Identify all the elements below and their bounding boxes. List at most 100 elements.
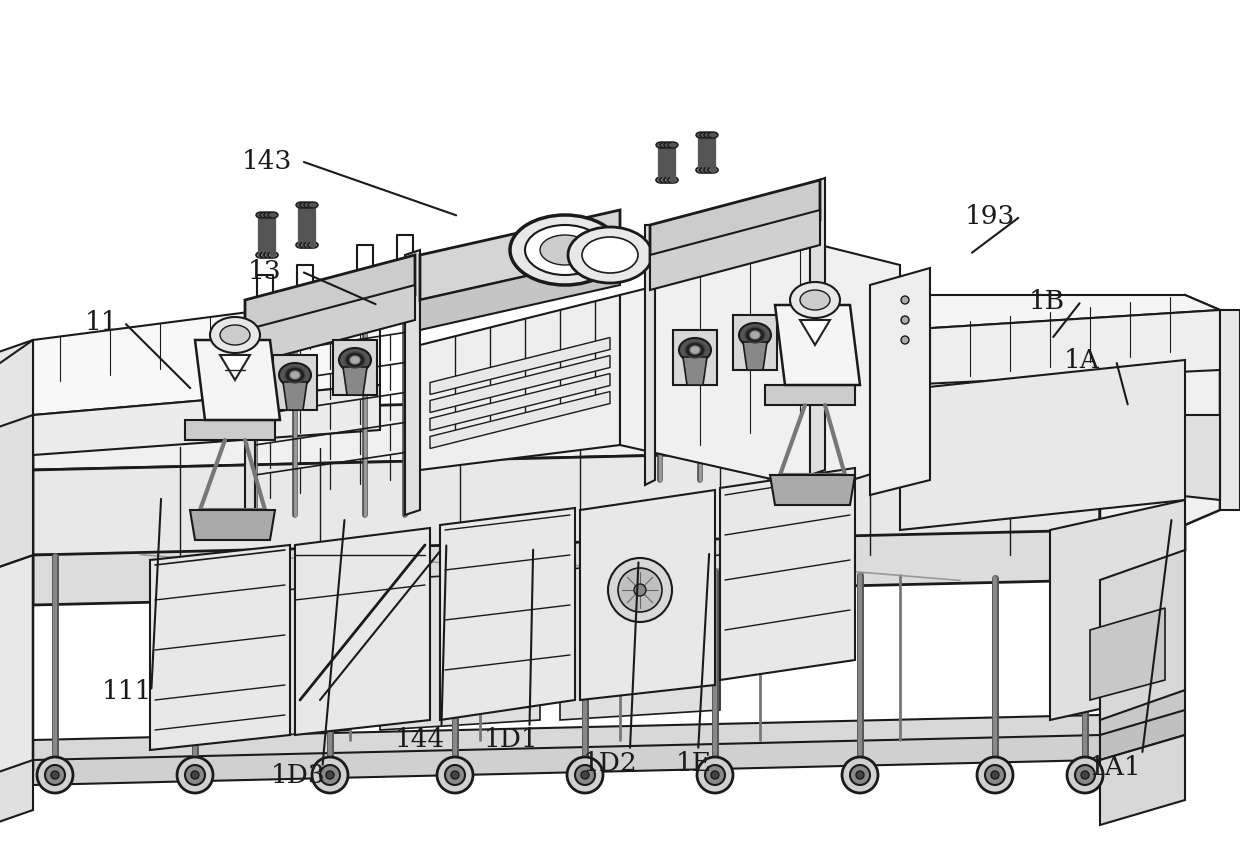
Circle shape <box>185 765 205 785</box>
Text: 193: 193 <box>965 204 1016 229</box>
Ellipse shape <box>260 252 270 258</box>
Polygon shape <box>440 508 575 720</box>
Text: 143: 143 <box>242 148 293 174</box>
Ellipse shape <box>696 132 706 138</box>
Circle shape <box>711 771 719 779</box>
Polygon shape <box>33 715 1100 770</box>
Ellipse shape <box>260 212 270 218</box>
Polygon shape <box>420 210 620 300</box>
Polygon shape <box>0 340 33 490</box>
Ellipse shape <box>696 167 706 173</box>
Polygon shape <box>246 255 415 340</box>
Polygon shape <box>33 385 1185 470</box>
Ellipse shape <box>680 338 711 362</box>
Polygon shape <box>150 585 350 745</box>
Polygon shape <box>379 570 539 730</box>
Ellipse shape <box>708 132 718 138</box>
Ellipse shape <box>701 132 711 138</box>
Ellipse shape <box>285 367 305 383</box>
Circle shape <box>51 771 60 779</box>
Ellipse shape <box>308 242 317 248</box>
Ellipse shape <box>708 167 718 173</box>
Polygon shape <box>1100 735 1185 825</box>
Circle shape <box>842 757 878 793</box>
Polygon shape <box>30 415 1210 810</box>
Polygon shape <box>1100 355 1220 555</box>
Circle shape <box>575 765 595 785</box>
Polygon shape <box>765 385 856 405</box>
Polygon shape <box>620 245 900 490</box>
Polygon shape <box>420 255 620 330</box>
Polygon shape <box>33 295 379 415</box>
Circle shape <box>901 316 909 324</box>
Circle shape <box>191 771 198 779</box>
Polygon shape <box>900 360 1185 530</box>
Ellipse shape <box>255 212 267 218</box>
Circle shape <box>451 771 459 779</box>
Circle shape <box>977 757 1013 793</box>
Polygon shape <box>185 420 275 440</box>
Ellipse shape <box>656 177 666 183</box>
Circle shape <box>991 771 999 779</box>
Polygon shape <box>343 367 367 395</box>
Ellipse shape <box>701 167 711 173</box>
Text: 1A: 1A <box>1064 348 1100 373</box>
Polygon shape <box>580 490 715 700</box>
Ellipse shape <box>800 290 830 310</box>
Polygon shape <box>900 310 1220 385</box>
Ellipse shape <box>300 202 310 208</box>
Circle shape <box>37 757 73 793</box>
Polygon shape <box>1090 608 1166 700</box>
Polygon shape <box>33 445 1100 555</box>
Polygon shape <box>733 315 777 370</box>
Ellipse shape <box>663 177 675 183</box>
Polygon shape <box>650 180 820 265</box>
Circle shape <box>1075 765 1095 785</box>
Circle shape <box>697 757 733 793</box>
Polygon shape <box>219 355 250 380</box>
Text: 1E: 1E <box>676 750 712 776</box>
Polygon shape <box>283 382 308 410</box>
Polygon shape <box>650 210 820 290</box>
Circle shape <box>901 336 909 344</box>
Polygon shape <box>1100 550 1185 720</box>
Circle shape <box>849 765 870 785</box>
Ellipse shape <box>660 177 670 183</box>
Circle shape <box>1081 771 1089 779</box>
Polygon shape <box>770 475 856 505</box>
Circle shape <box>706 765 725 785</box>
Polygon shape <box>1100 500 1185 580</box>
Ellipse shape <box>296 202 306 208</box>
Ellipse shape <box>339 348 371 372</box>
Polygon shape <box>743 342 768 370</box>
Ellipse shape <box>290 371 300 379</box>
Ellipse shape <box>304 202 314 208</box>
Ellipse shape <box>279 363 311 387</box>
Ellipse shape <box>210 317 260 353</box>
Ellipse shape <box>300 242 310 248</box>
Polygon shape <box>33 530 1100 605</box>
Polygon shape <box>33 385 379 455</box>
Ellipse shape <box>668 177 678 183</box>
Circle shape <box>608 558 672 622</box>
Polygon shape <box>246 300 255 520</box>
Circle shape <box>436 757 472 793</box>
Ellipse shape <box>264 212 274 218</box>
Ellipse shape <box>704 167 714 173</box>
Polygon shape <box>1100 690 1185 745</box>
Polygon shape <box>0 385 33 432</box>
Ellipse shape <box>219 325 250 345</box>
Polygon shape <box>0 340 33 445</box>
Text: 1D2: 1D2 <box>583 750 637 776</box>
Ellipse shape <box>790 282 839 318</box>
Ellipse shape <box>684 342 706 358</box>
Circle shape <box>326 771 334 779</box>
Circle shape <box>634 584 646 596</box>
Polygon shape <box>0 555 33 785</box>
Polygon shape <box>246 285 415 365</box>
Ellipse shape <box>656 142 666 148</box>
Text: 111: 111 <box>102 678 153 704</box>
Ellipse shape <box>268 252 278 258</box>
Text: 1A1: 1A1 <box>1089 755 1141 780</box>
Ellipse shape <box>582 237 639 273</box>
